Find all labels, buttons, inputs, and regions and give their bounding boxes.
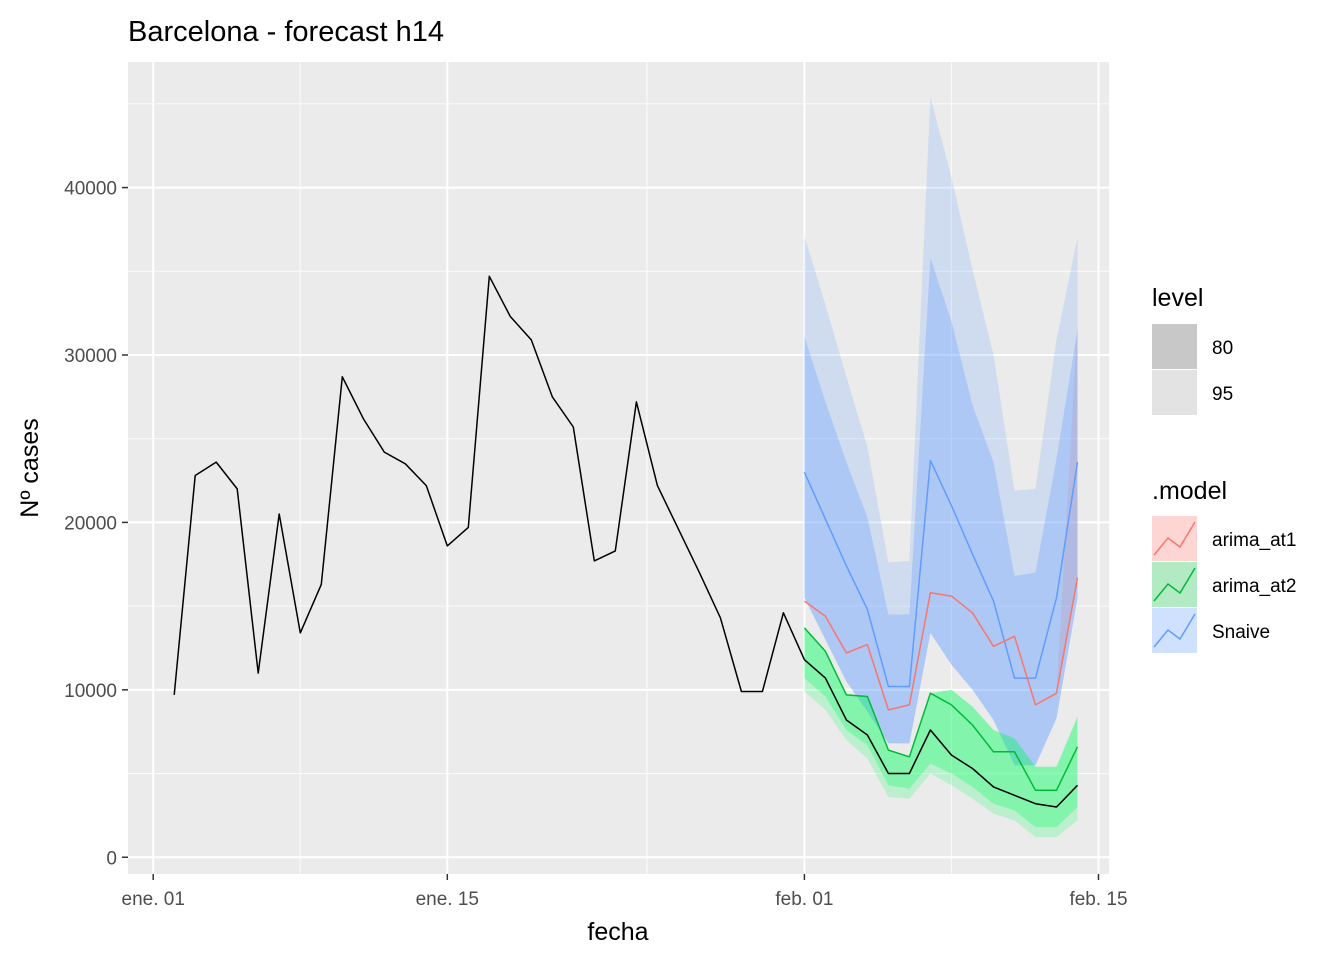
legend-key-level-80 [1152,324,1197,369]
band95-arima-at2 [804,627,1078,838]
forecast-black-line [803,659,1079,808]
legend-label-model: arima_at2 [1212,576,1297,597]
chart-title: Barcelona - forecast h14 [128,16,444,48]
legend-key-model-snaive [1152,608,1197,653]
legend-key-model-arima-at2 [1152,562,1197,607]
x-tick-label: feb. 01 [775,889,833,910]
legend-label-level: 80 [1212,338,1233,359]
legend-label-model: Snaive [1212,622,1270,643]
grid-major [128,62,1109,874]
legend-label-level: 95 [1212,384,1233,405]
history-line [173,275,806,695]
y-tick-label: 30000 [64,346,117,367]
legend-line-model-arima-at2 [1153,567,1196,602]
band95-snaive [804,97,1078,766]
x-tick-label: ene. 01 [122,889,185,910]
band80-arima-at2 [804,627,1078,828]
x-axis-title: fecha [587,918,648,946]
legend-line-model-arima-at1 [1153,521,1196,556]
y-tick-label: 10000 [64,681,117,702]
y-axis-title: Nº cases [16,418,44,517]
x-tick-label: ene. 15 [416,889,479,910]
x-axis: ene. 01 ene. 15 feb. 01 feb. 15 [122,874,1128,910]
y-tick-label: 0 [106,848,117,869]
y-tick-label: 20000 [64,513,117,534]
legend: level .model 80 95 arima_at1 arima_at2 Snaiv… [1152,284,1297,653]
legend-line-model-snaive [1153,613,1196,648]
plot-panel [128,62,1109,874]
legend-title-level: level [1152,284,1203,312]
series-line-snaive [803,459,1079,688]
legend-title-model: .model [1152,477,1227,505]
series-lines [173,275,1079,808]
y-tick-label: 40000 [64,179,117,200]
x-tick-label: feb. 15 [1069,889,1127,910]
legend-key-level-95 [1152,370,1197,415]
series-line-arima-at2 [803,627,1079,792]
grid-minor [128,62,1109,874]
legend-key-model-arima-at1 [1152,516,1197,561]
legend-label-model: arima_at1 [1212,530,1297,551]
y-axis: 0 10000 20000 30000 40000 [64,179,128,869]
series-line-arima-at1 [803,577,1079,711]
